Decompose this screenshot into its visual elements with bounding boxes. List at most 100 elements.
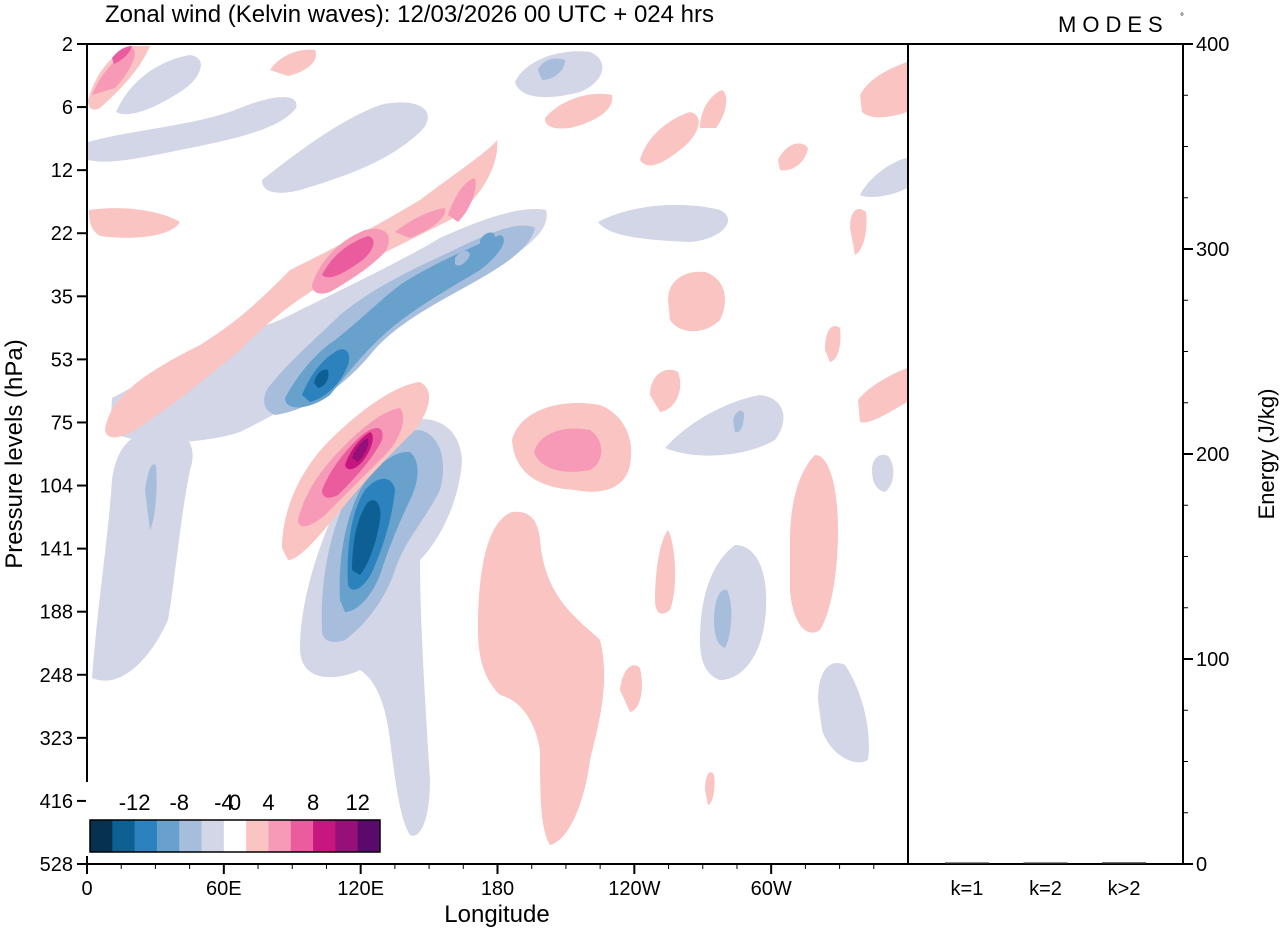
colorbar-swatch [134, 820, 158, 852]
x-tick-label: 120W [608, 878, 660, 900]
y-axis-label: Pressure levels (hPa) [1, 339, 28, 568]
colorbar-label: -12 [119, 790, 151, 815]
colorbar-swatch [313, 820, 336, 852]
y-tick-label: 2 [62, 34, 73, 56]
y-axis: 2 6 12 22 35 53 75 104 141 188 248 323 416 528 [40, 34, 87, 876]
y-tick-label: 416 [40, 791, 73, 813]
pos-plume [478, 511, 605, 845]
energy-bar [1023, 862, 1068, 864]
colorbar-label: -8 [169, 790, 189, 815]
colorbar-swatch [246, 820, 269, 852]
neg-upper-wisp-1 [88, 97, 297, 162]
y-tick-label: 35 [51, 286, 73, 308]
y-tick-label: 528 [40, 854, 73, 876]
energy-category-label: k=1 [951, 878, 984, 900]
neg-upper-wisp-2 [262, 102, 428, 193]
chart-title: Zonal wind (Kelvin waves): 12/03/2026 00… [105, 1, 714, 28]
neg-right-band [598, 204, 729, 242]
colorbar-swatch [90, 820, 113, 852]
pos-lower-mid-3 [705, 772, 715, 805]
x-axis-label: Longitude [444, 901, 549, 928]
pos-upper-right-1 [640, 112, 699, 166]
neg-right-bottom [818, 663, 869, 763]
pos-top-left-core [92, 48, 135, 95]
colorbar-swatch [335, 820, 358, 852]
neg-core-lower-darker [352, 500, 381, 575]
y-tick-label: 104 [40, 476, 73, 498]
neg-band-lower-left [92, 429, 193, 681]
pos-band-diag [105, 140, 498, 438]
colorbar-swatch [112, 820, 135, 852]
energy-bar [1102, 862, 1147, 864]
energy-category-label: k>2 [1108, 878, 1141, 900]
modes-logo-mark: ° [1180, 12, 1184, 23]
colorbar-label: -4 [214, 790, 234, 815]
neg-upper-wisp-3 [116, 55, 201, 115]
colorbar-label: 4 [262, 790, 274, 815]
pos-core-lower-dark [352, 438, 369, 462]
neg-speck-4 [733, 410, 744, 433]
x-tick-label: 0 [81, 878, 92, 900]
layer-light-pink [88, 46, 907, 845]
pos-right-mid-small [650, 369, 681, 412]
contour-field [88, 46, 907, 845]
energy-bars: k=1 k=2 k>2 [944, 862, 1147, 900]
pos-core-upper-mag [322, 236, 374, 278]
colorbar-swatch [268, 820, 292, 852]
energy-bar [944, 862, 989, 864]
pos-right-band [858, 368, 907, 423]
y-tick-label: 75 [51, 412, 73, 434]
y-tick-label: 53 [51, 349, 73, 371]
colorbar-swatch [290, 820, 314, 852]
energy-axis: 0 100 200 300 400 [1183, 34, 1229, 876]
energy-tick-label: 0 [1196, 854, 1207, 876]
energy-tick-label: 400 [1196, 34, 1229, 56]
y-tick-label: 141 [40, 539, 73, 561]
layer-magenta [112, 46, 383, 498]
energy-tick-label: 200 [1196, 444, 1229, 466]
energy-tick-label: 100 [1196, 649, 1229, 671]
pos-right-upper [668, 271, 725, 332]
y-tick-label: 188 [40, 602, 73, 624]
pos-upper-right-2 [700, 90, 727, 128]
pos-far-right-top [860, 62, 907, 118]
neg-right-mid [665, 395, 784, 456]
x-tick-label: 120E [337, 878, 384, 900]
neg-speck-2 [455, 250, 470, 266]
pos-plume-core [534, 428, 602, 472]
pos-top-mid [545, 93, 613, 129]
x-axis: 0 60E 120E 180 120W 60W [81, 864, 875, 900]
energy-plot-frame [907, 43, 1184, 865]
neg-right-lower-2 [714, 589, 732, 648]
energy-category-label: k=2 [1029, 878, 1062, 900]
y-tick-label: 22 [51, 223, 73, 245]
pos-upper-right-3 [778, 143, 808, 171]
pos-upper-strip-2 [448, 178, 476, 222]
pos-lower-mid-1 [620, 665, 642, 712]
colorbar-legend: -12 -8 -40 4 8 12 [86, 782, 384, 856]
colorbar-label: 0 [229, 790, 241, 815]
y-tick-label: 248 [40, 665, 73, 687]
y-tick-label: 6 [62, 97, 73, 119]
colorbar-swatch [201, 820, 225, 852]
x-tick-label: 60E [206, 878, 242, 900]
neg-right-lower [700, 545, 767, 680]
energy-axis-label: Energy (J/kg) [1254, 389, 1279, 520]
neg-far-right [860, 158, 907, 198]
modes-logo-text: MODES [1058, 12, 1169, 37]
pos-right-small-1 [850, 208, 867, 255]
pos-right-small-2 [825, 326, 841, 362]
y-tick-label: 323 [40, 728, 73, 750]
colorbar-swatch [156, 820, 180, 852]
y-tick-label: 12 [51, 160, 73, 182]
colorbar-label: 12 [345, 790, 369, 815]
pos-lower-mid-2 [655, 530, 676, 614]
colorbar-label: 8 [307, 790, 319, 815]
neg-top-patch [515, 51, 603, 98]
modes-logo: MODES ° [1058, 12, 1184, 37]
neg-speck-3 [480, 232, 495, 248]
neg-speck-1 [538, 58, 565, 80]
colorbar-frame [89, 819, 381, 853]
energy-tick-label: 300 [1196, 239, 1229, 261]
